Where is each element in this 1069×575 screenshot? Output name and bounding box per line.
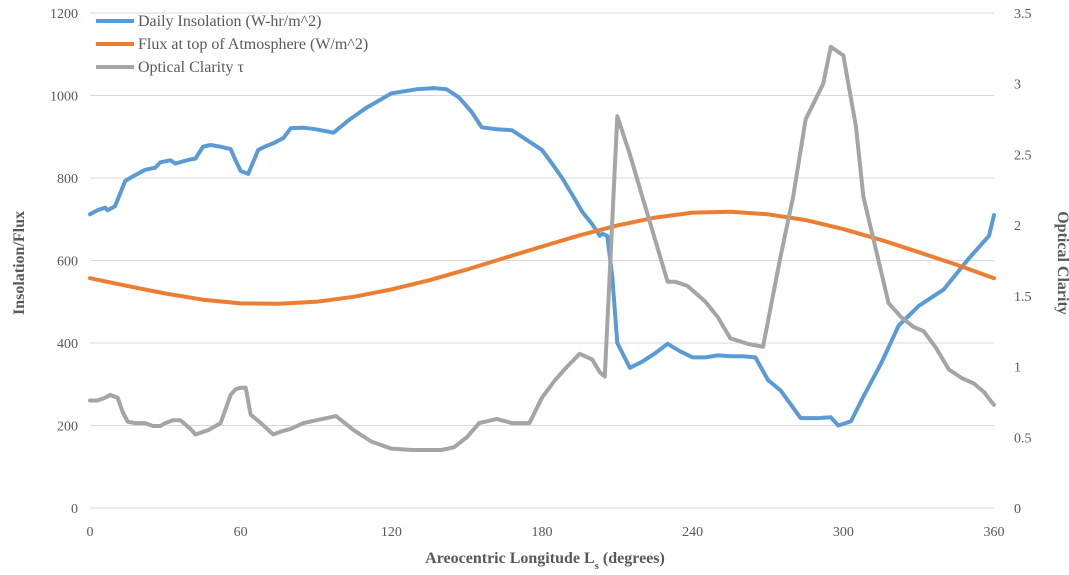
x-tick-label-5: 300	[833, 525, 854, 540]
y-right-tick-label-6: 3	[1014, 78, 1021, 93]
x-tick-label-2: 120	[381, 525, 402, 540]
y-left-tick-label-0: 0	[71, 502, 78, 517]
x-tick-label-3: 180	[532, 525, 553, 540]
y-right-tick-label-2: 1	[1014, 361, 1021, 376]
series-line-2	[88, 44, 996, 452]
left-axis-ticks: 0 200 400 600 800 1000 1200	[50, 7, 78, 517]
series-line-0	[88, 86, 996, 428]
x-axis-title-suffix: (degrees)	[599, 550, 665, 567]
x-tick-label-4: 240	[682, 525, 703, 540]
x-tick-label-0: 0	[87, 525, 94, 540]
x-tick-label-1: 60	[234, 525, 248, 540]
y-right-tick-label-3: 1.5	[1014, 290, 1032, 305]
y-left-tick-label-3: 600	[57, 255, 78, 270]
y-axis-left-title: Insolation/Flux	[11, 211, 28, 315]
y-left-tick-label-1: 200	[57, 420, 78, 435]
legend-label-1: Flux at top of Atmosphere (W/m^2)	[138, 36, 368, 53]
y-right-tick-label-5: 2.5	[1014, 148, 1032, 163]
y-right-tick-label-7: 3.5	[1014, 7, 1032, 22]
legend-label-0: Daily Insolation (W-hr/m^2)	[138, 13, 321, 30]
x-tick-label-6: 360	[984, 525, 1005, 540]
legend-label-2: Optical Clarity τ	[138, 59, 245, 76]
series-line-1	[88, 209, 996, 306]
y-right-tick-label-0: 0	[1014, 502, 1021, 517]
y-left-tick-label-4: 800	[57, 172, 78, 187]
y-right-tick-label-4: 2	[1014, 219, 1021, 234]
y-right-tick-label-1: 0.5	[1014, 431, 1032, 446]
x-axis-ticks: 0 60 120 180 240 300 360	[87, 525, 1005, 540]
y-left-tick-label-5: 1000	[50, 90, 78, 105]
x-axis-title: Areocentric Longitude Ls (degrees)	[425, 550, 665, 572]
y-left-tick-label-2: 400	[57, 337, 78, 352]
y-left-tick-label-6: 1200	[50, 7, 78, 22]
gridlines	[90, 12, 994, 509]
x-axis-title-subscript: s	[595, 560, 600, 572]
right-axis-ticks: 0 0.5 1 1.5 2 2.5 3 3.5	[1014, 7, 1032, 517]
y-axis-right-title: Optical Clarity	[1054, 211, 1069, 315]
series-layer	[88, 44, 996, 452]
legend: Daily Insolation (W-hr/m^2) Flux at top o…	[96, 13, 368, 76]
x-axis-title-main: Areocentric Longitude L	[425, 550, 594, 567]
